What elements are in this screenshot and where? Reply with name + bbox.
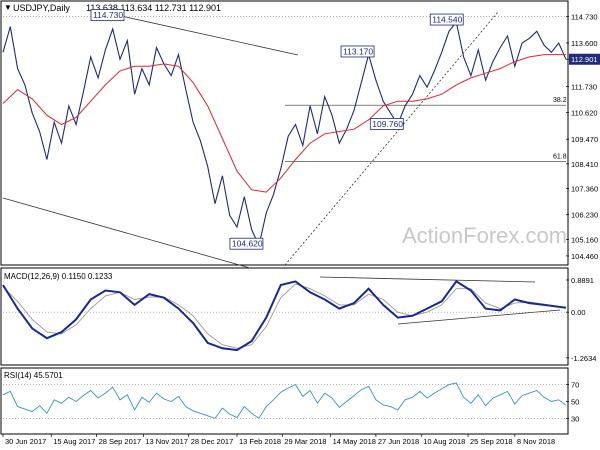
x-tick-label: 29 Mar 2018 bbox=[284, 437, 326, 446]
x-tick-label: 28 Sep 2017 bbox=[99, 437, 142, 446]
price-annotation-label: 113.170 bbox=[343, 46, 373, 56]
rsi-line bbox=[2, 382, 567, 420]
price-annotations: 114.730 104.620 113.170 109.760 114.540 bbox=[90, 9, 464, 250]
signal-line bbox=[2, 283, 567, 349]
trendlines bbox=[2, 11, 499, 269]
x-tick-label: 8 Nov 2018 bbox=[517, 437, 555, 446]
rsi-y-tick-label: 50 bbox=[571, 398, 579, 407]
price-annotation-label: 109.760 bbox=[372, 119, 403, 129]
price-annotation-label: 114.730 bbox=[93, 10, 123, 20]
x-tick-label: 25 Sep 2018 bbox=[470, 437, 513, 446]
macd-y-tick-label: 0.8891 bbox=[571, 276, 594, 285]
rsi-y-tick-label: 30 bbox=[571, 414, 579, 423]
fib-level-label: 61.8 bbox=[553, 154, 567, 161]
price-y-tick-label: 114.730 bbox=[571, 13, 598, 22]
price-y-tick-label: 108.410 bbox=[571, 160, 598, 169]
macd-line bbox=[2, 280, 567, 352]
price-y-tick-label: 104.460 bbox=[571, 252, 598, 261]
price-annotation: 104.620 bbox=[229, 237, 264, 250]
price-annotation: 109.760 bbox=[369, 118, 404, 130]
price-annotation-box bbox=[340, 45, 375, 58]
macd-y-tick-label: 0.00 bbox=[571, 308, 586, 317]
macd-y-axis: 0.8891 0.00 -1.2634 bbox=[566, 276, 596, 363]
rsi-y-tick-label: 70 bbox=[571, 381, 579, 390]
price-annotation: 114.540 bbox=[429, 13, 464, 26]
moving-average-line bbox=[2, 54, 566, 193]
price-y-tick-label: 106.230 bbox=[571, 211, 598, 220]
price-y-tick-label: 111.730 bbox=[571, 83, 597, 92]
rsi-y-axis: 70 50 30 bbox=[566, 381, 579, 423]
price-annotation-box bbox=[369, 118, 404, 130]
fib-level-label: 38.2 bbox=[553, 97, 567, 104]
price-series bbox=[2, 20, 567, 248]
price-y-tick-label: 113.600 bbox=[571, 39, 598, 48]
x-tick-label: 10 Aug 2018 bbox=[423, 437, 465, 446]
price-annotation-box bbox=[229, 237, 264, 250]
last-price-marker bbox=[569, 53, 600, 65]
price-y-axis: 114.730 113.600 112.901 111.730 110.620 109.4… bbox=[566, 13, 600, 261]
price-annotation: 114.730 bbox=[90, 9, 125, 22]
header-toggle-icon[interactable]: ▼ bbox=[4, 3, 12, 12]
last-price-label: 112.901 bbox=[571, 55, 598, 64]
price-annotation-box bbox=[429, 13, 464, 26]
macd-series bbox=[2, 280, 567, 352]
macd-title: MACD(12,26,9) 0.1150 0.1233 bbox=[4, 272, 113, 281]
price-annotation-label: 114.540 bbox=[432, 15, 462, 25]
price-y-tick-label: 105.160 bbox=[571, 236, 598, 245]
price-annotation: 113.170 bbox=[340, 45, 375, 58]
macd-top-trendline bbox=[319, 276, 536, 283]
ohlc-label: 113.638 113.634 112.731 112.901 bbox=[86, 3, 221, 13]
macd-bottom-trendline bbox=[397, 309, 561, 325]
rsi-panel bbox=[0, 367, 569, 435]
x-tick-label: 13 Feb 2018 bbox=[239, 437, 281, 446]
price-line bbox=[2, 20, 567, 248]
x-axis: 30 Jun 2017 15 Aug 2017 28 Sep 2017 13 Nov … bbox=[2, 434, 555, 446]
x-tick-label: 13 Nov 2017 bbox=[145, 437, 188, 446]
macd-y-tick-label: -1.2634 bbox=[571, 354, 596, 363]
x-tick-label: 14 May 2018 bbox=[333, 437, 376, 446]
price-annotation-label: 104.620 bbox=[232, 239, 263, 249]
watermark: ActionForex.com bbox=[402, 223, 567, 248]
price-y-tick-label: 107.360 bbox=[571, 184, 598, 193]
price-y-tick-label: 110.620 bbox=[571, 108, 598, 117]
x-tick-label: 28 Dec 2017 bbox=[191, 437, 234, 446]
x-tick-label: 15 Aug 2017 bbox=[53, 437, 95, 446]
macd-trendlines bbox=[319, 276, 561, 325]
channel-lower-line bbox=[2, 197, 251, 269]
x-tick-label: 30 Jun 2017 bbox=[5, 437, 46, 446]
price-annotation-box bbox=[90, 9, 125, 22]
rising-trend-dotted-line bbox=[284, 11, 499, 266]
price-panel bbox=[0, 0, 569, 266]
rsi-series bbox=[2, 382, 567, 420]
channel-upper-line bbox=[102, 11, 299, 56]
rsi-title: RSI(14) 45.5701 bbox=[4, 371, 63, 380]
x-tick-label: 27 Jun 2018 bbox=[378, 437, 419, 446]
symbol-label: USDJPY,Daily bbox=[13, 3, 70, 13]
price-y-tick-label: 109.470 bbox=[571, 135, 598, 144]
